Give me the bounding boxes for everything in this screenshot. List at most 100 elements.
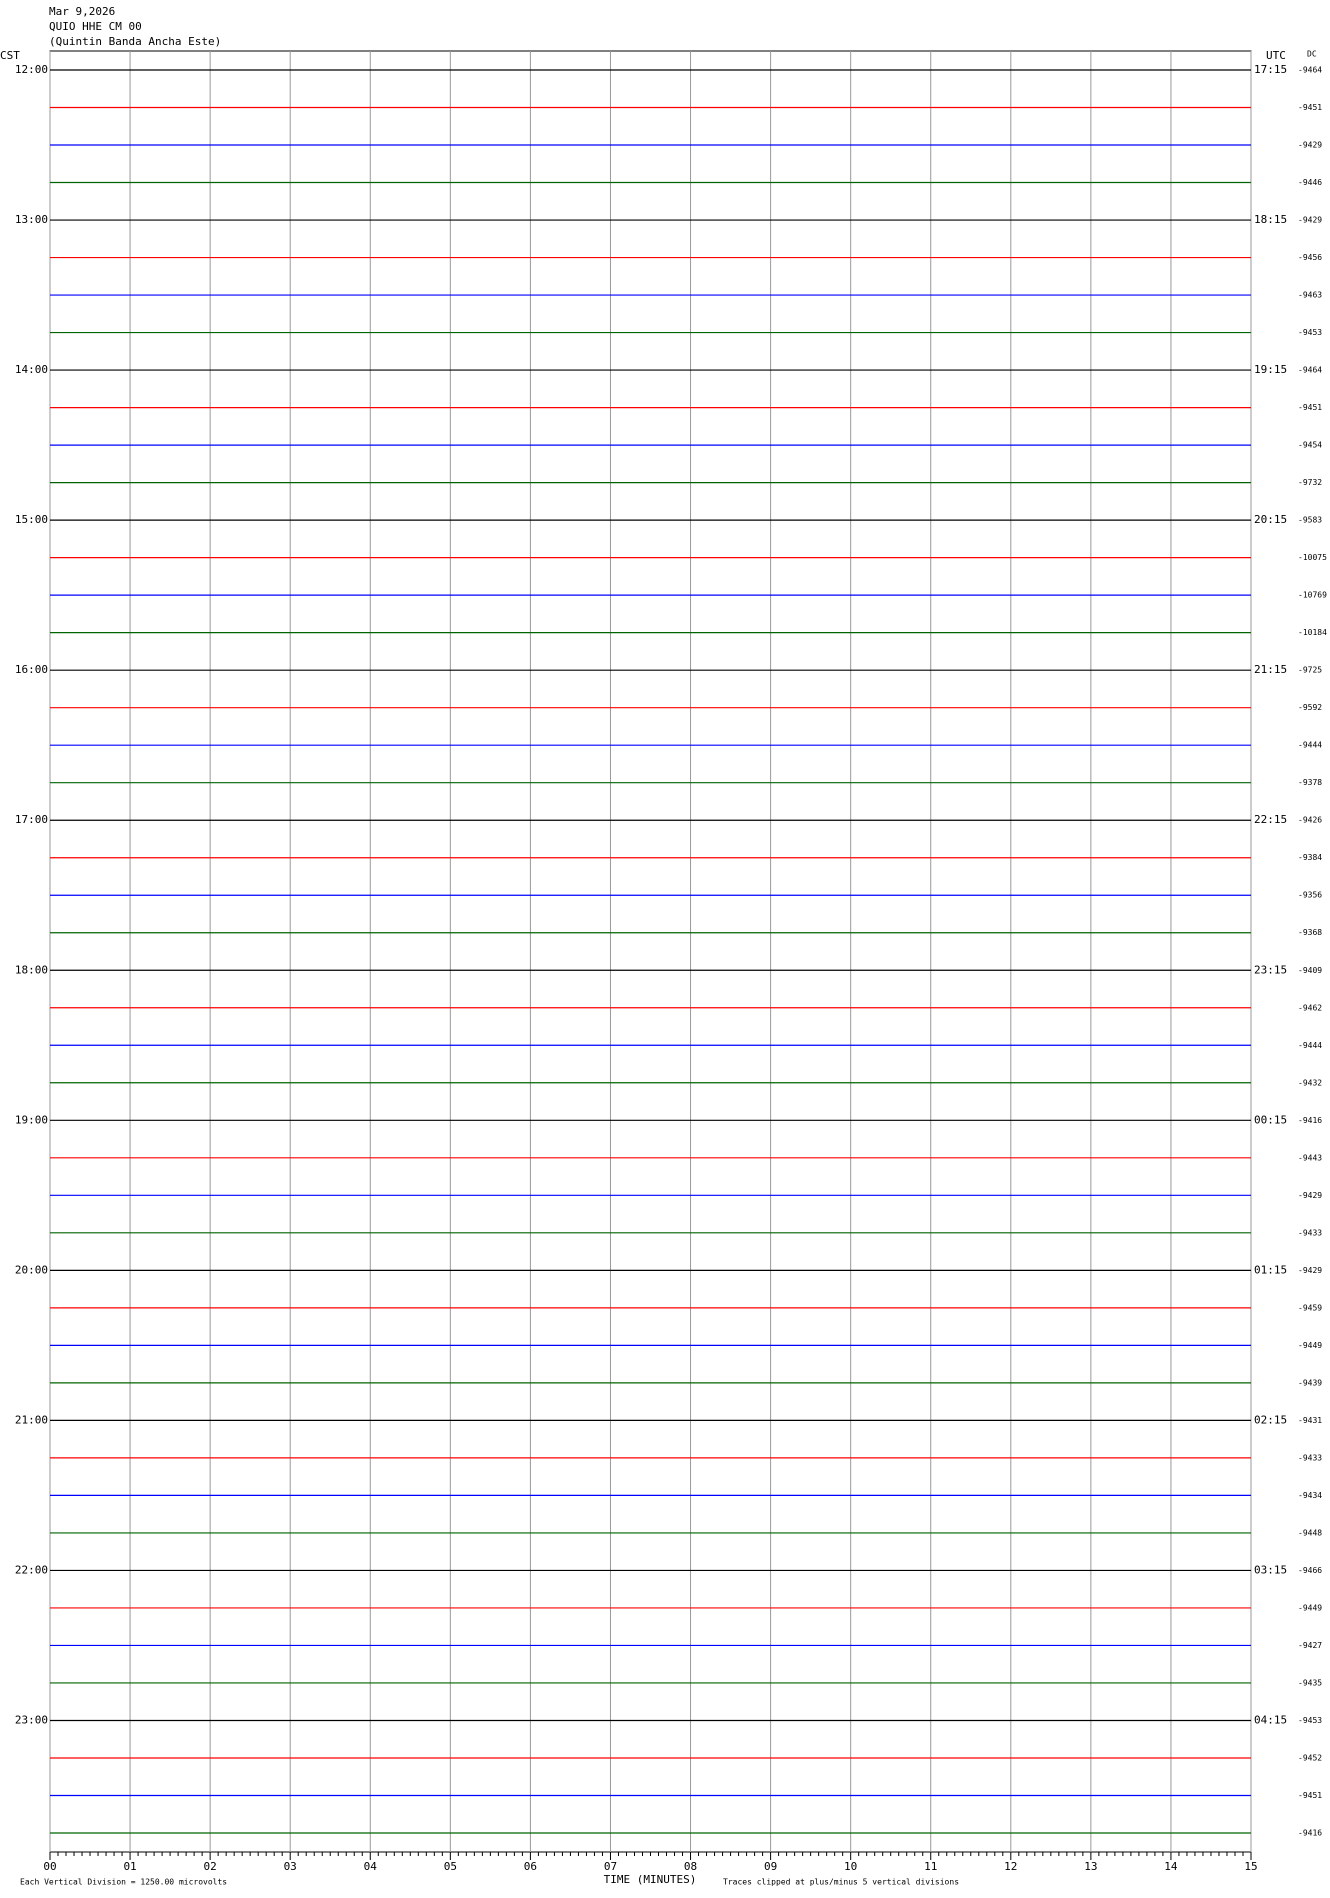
dc-value: -9456 [1298,253,1322,262]
dc-value: -9464 [1298,366,1322,375]
dc-value: -9443 [1298,1153,1322,1162]
x-tick-label: 01 [123,1860,136,1873]
dc-value: -9466 [1298,1566,1322,1575]
utc-label: 18:15 [1254,213,1287,226]
dc-title: DC [1307,50,1317,59]
utc-label: 17:15 [1254,63,1287,76]
x-axis-label: TIME (MINUTES) [604,1873,697,1886]
dc-value: -9454 [1298,441,1322,450]
x-tick-label: 15 [1244,1860,1257,1873]
utc-label: 20:15 [1254,513,1287,526]
utc-label: 21:15 [1254,663,1287,676]
dc-value: -9426 [1298,816,1322,825]
utc-label: 19:15 [1254,363,1287,376]
cst-label: 22:00 [15,1563,48,1576]
dc-value: -9427 [1298,1641,1322,1650]
cst-label: 13:00 [15,213,48,226]
x-tick-label: 12 [1004,1860,1017,1873]
cst-label: 14:00 [15,363,48,376]
x-tick-label: 00 [43,1860,56,1873]
dc-value: -9409 [1298,966,1322,975]
utc-label: 03:15 [1254,1563,1287,1576]
dc-value: -9448 [1298,1528,1322,1537]
x-tick-label: 07 [604,1860,617,1873]
dc-value: -9433 [1298,1453,1322,1462]
right-axis-title: UTC [1266,49,1286,62]
dc-value: -9444 [1298,1041,1322,1050]
dc-value: -9449 [1298,1341,1322,1350]
x-tick-label: 10 [844,1860,857,1873]
x-tick-label: 08 [684,1860,697,1873]
dc-value: -9463 [1298,291,1322,300]
cst-label: 16:00 [15,663,48,676]
header-line: Mar 9,2026 [49,5,115,18]
dc-value: -9356 [1298,891,1322,900]
dc-value: -9429 [1298,1191,1322,1200]
utc-label: 04:15 [1254,1713,1287,1726]
utc-label: 22:15 [1254,813,1287,826]
dc-value: -9451 [1298,403,1322,412]
footer-left: Each Vertical Division = 1250.00 microvo… [20,1878,227,1887]
dc-value: -9453 [1298,1716,1322,1725]
dc-value: -9416 [1298,1116,1322,1125]
dc-value: -9592 [1298,703,1322,712]
header-line: (Quintin Banda Ancha Este) [49,35,221,48]
dc-value: -9444 [1298,741,1322,750]
cst-label: 19:00 [15,1113,48,1126]
dc-value: -9384 [1298,853,1322,862]
dc-value: -9431 [1298,1416,1322,1425]
dc-value: -9725 [1298,666,1322,675]
x-tick-label: 05 [444,1860,457,1873]
dc-value: -9439 [1298,1378,1322,1387]
x-tick-label: 13 [1084,1860,1097,1873]
dc-value: -9451 [1298,1791,1322,1800]
cst-label: 17:00 [15,813,48,826]
left-axis-title: CST [0,49,20,62]
dc-value: -9416 [1298,1829,1322,1838]
dc-value: -10184 [1298,628,1327,637]
utc-label: 00:15 [1254,1113,1287,1126]
dc-value: -9459 [1298,1303,1322,1312]
dc-value: -9433 [1298,1228,1322,1237]
dc-value: -9449 [1298,1603,1322,1612]
x-tick-label: 06 [524,1860,537,1873]
dc-value: -9378 [1298,778,1322,787]
plot-frame [49,50,1252,1853]
x-tick-label: 03 [284,1860,297,1873]
dc-value: -9368 [1298,928,1322,937]
cst-label: 18:00 [15,963,48,976]
dc-value: -9583 [1298,516,1322,525]
x-tick-label: 11 [924,1860,937,1873]
dc-value: -9462 [1298,1003,1322,1012]
x-tick-label: 14 [1164,1860,1178,1873]
dc-value: -9464 [1298,66,1322,75]
x-tick-label: 09 [764,1860,777,1873]
cst-label: 15:00 [15,513,48,526]
dc-value: -9732 [1298,478,1322,487]
utc-label: 01:15 [1254,1263,1287,1276]
dc-value: -9452 [1298,1753,1322,1762]
footer-right: Traces clipped at plus/minus 5 vertical … [723,1878,959,1887]
dc-value: -9429 [1298,141,1322,150]
dc-value: -9446 [1298,178,1322,187]
cst-label: 21:00 [15,1413,48,1426]
dc-value: -9432 [1298,1078,1322,1087]
cst-label: 23:00 [15,1713,48,1726]
x-tick-label: 02 [204,1860,217,1873]
header-line: QUIO HHE CM 00 [49,20,142,33]
dc-value: -9453 [1298,328,1322,337]
x-tick-label: 04 [364,1860,378,1873]
utc-label: 02:15 [1254,1413,1287,1426]
cst-label: 12:00 [15,63,48,76]
cst-label: 20:00 [15,1263,48,1276]
dc-value: -10075 [1298,553,1327,562]
dc-value: -10769 [1298,591,1327,600]
dc-value: -9429 [1298,1266,1322,1275]
dc-value: -9451 [1298,103,1322,112]
dc-value: -9429 [1298,216,1322,225]
dc-value: -9435 [1298,1678,1322,1687]
dc-value: -9434 [1298,1491,1322,1500]
utc-label: 23:15 [1254,963,1287,976]
